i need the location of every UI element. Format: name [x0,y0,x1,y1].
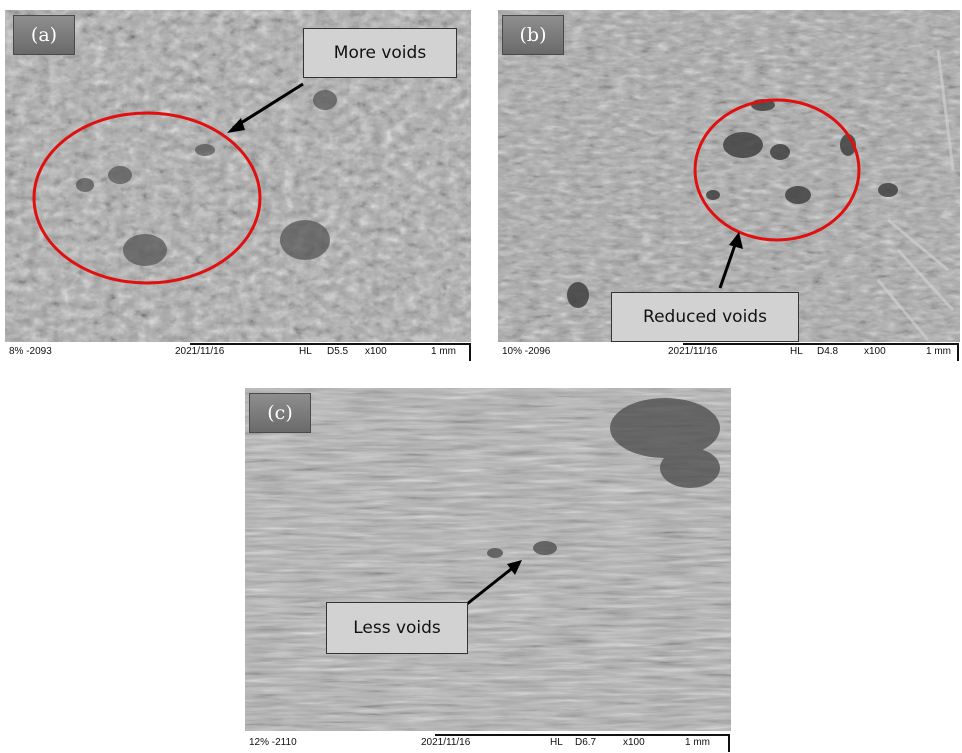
hl-b: HL [790,346,803,357]
panel-a: (a) More voids 8% -2093 2021/11/16 HL D5… [5,10,471,361]
highlight-ellipse-a [32,111,262,285]
scale-line-c [435,734,729,736]
mag-c: x100 [623,737,645,748]
sem-image-b [498,10,960,342]
panel-label-b: (b) [502,15,564,55]
detector-b: D4.8 [817,346,839,357]
arrow-b [718,241,738,289]
scale-line-b [683,343,959,345]
mag-a: x100 [365,346,387,357]
panel-c: (c) Less voids 12% -2110 2021/11/16 HL D… [245,388,731,753]
sample-id-c: 12% -2110 [249,737,297,748]
arrow-a [232,82,304,130]
panel-label-a: (a) [13,15,75,55]
scale-label-c: 1 mm [685,737,710,748]
info-bar-a: 8% -2093 2021/11/16 HL D5.5 x100 1 mm [5,343,471,361]
highlight-ellipse-b [693,98,861,242]
date-a: 2021/11/16 [175,346,225,357]
detector-a: D5.5 [327,346,349,357]
scale-tick-a [469,343,471,361]
scale-tick-b [957,343,959,361]
scale-label-b: 1 mm [926,346,951,357]
sample-id-a: 8% -2093 [9,346,52,357]
callout-more-voids: More voids [303,28,457,78]
detector-c: D6.7 [575,737,597,748]
date-c: 2021/11/16 [421,737,471,748]
scale-tick-c [728,734,730,752]
sample-id-b: 10% -2096 [502,346,551,357]
hl-c: HL [550,737,563,748]
panel-label-c: (c) [249,393,311,433]
sem-texture-b [498,10,960,342]
arrow-c [466,564,516,606]
sem-image-c [245,388,731,731]
scale-label-a: 1 mm [431,346,456,357]
panel-b: (b) Reduced voids 10% -2096 2021/11/16 H… [498,10,960,361]
info-bar-b: 10% -2096 2021/11/16 HL D4.8 x100 1 mm [498,343,960,361]
hl-a: HL [299,346,312,357]
mag-b: x100 [864,346,886,357]
callout-less-voids: Less voids [326,602,468,654]
callout-reduced-voids: Reduced voids [611,292,799,342]
info-bar-c: 12% -2110 2021/11/16 HL D6.7 x100 1 mm [245,734,731,752]
sem-texture-c [245,388,731,731]
scale-line-a [190,343,470,345]
date-b: 2021/11/16 [668,346,718,357]
